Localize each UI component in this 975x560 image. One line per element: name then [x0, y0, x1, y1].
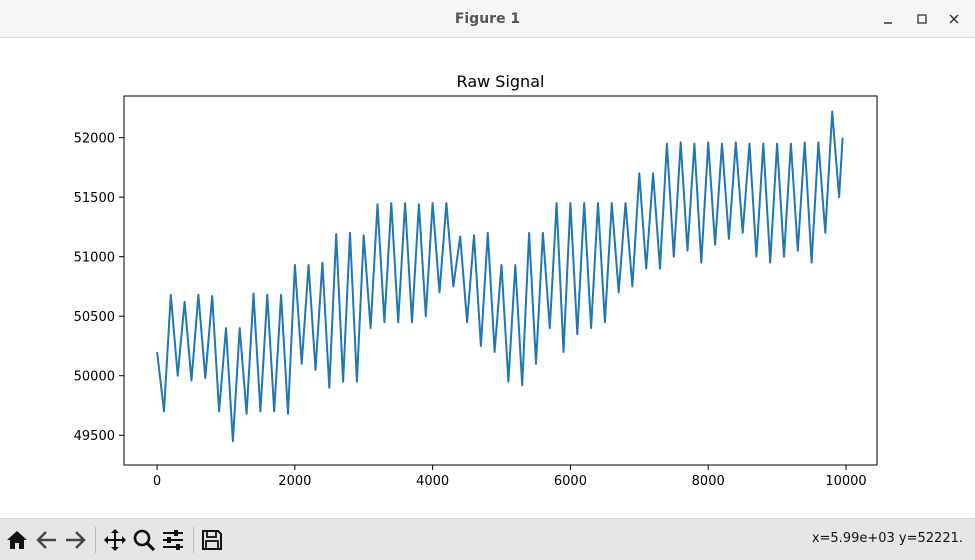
- x-tick-label: 2000: [278, 474, 311, 489]
- minimize-button[interactable]: [878, 9, 898, 29]
- y-tick-label: 51500: [74, 191, 115, 206]
- chart-svg: 0 2000 4000 6000 8000 10000 49500 50000 50500 510…: [74, 72, 878, 489]
- toolbar-separator: [193, 527, 194, 553]
- y-tick-label: 49500: [74, 429, 115, 444]
- x-tick-label: 6000: [554, 474, 587, 489]
- pan-button[interactable]: [101, 526, 129, 554]
- pan-move-icon: [104, 529, 126, 551]
- toolbar-separator: [95, 527, 96, 553]
- series-line: [156, 110, 844, 443]
- minimize-icon: [884, 22, 892, 24]
- maximize-button[interactable]: [912, 9, 932, 29]
- forward-arrow-icon: [66, 531, 86, 549]
- y-tick-label: 52000: [74, 132, 115, 147]
- close-button[interactable]: [944, 9, 964, 29]
- back-button[interactable]: [33, 526, 61, 554]
- figure-canvas[interactable]: 0 2000 4000 6000 8000 10000 49500 50000 50500 510…: [0, 38, 975, 518]
- configure-subplots-button[interactable]: [159, 526, 187, 554]
- zoom-button[interactable]: [130, 526, 158, 554]
- window-title: Figure 1: [454, 11, 521, 27]
- y-tick-label: 50000: [74, 370, 115, 385]
- home-icon: [7, 531, 27, 549]
- x-tick-label: 4000: [416, 474, 449, 489]
- navigation-toolbar: x=5.99e+03 y=52221.: [0, 518, 975, 560]
- cursor-coordinates: x=5.99e+03 y=52221.: [811, 531, 963, 546]
- sliders-icon: [163, 530, 183, 550]
- forward-button[interactable]: [61, 526, 89, 554]
- maximize-icon: [917, 14, 927, 24]
- x-tick-label: 10000: [825, 474, 866, 489]
- y-tick-label: 51000: [74, 251, 115, 266]
- chart-title: Raw Signal: [457, 72, 545, 91]
- y-tick-label: 50500: [74, 310, 115, 325]
- x-tick-label: 8000: [692, 474, 725, 489]
- home-button[interactable]: [3, 526, 31, 554]
- window-titlebar: Figure 1: [0, 0, 975, 38]
- save-floppy-icon: [202, 530, 222, 550]
- save-button[interactable]: [198, 526, 226, 554]
- axes-frame: [123, 95, 878, 466]
- x-tick-label: 0: [153, 474, 161, 489]
- zoom-magnifier-icon: [133, 529, 156, 552]
- close-icon: [949, 14, 959, 24]
- back-arrow-icon: [36, 531, 56, 549]
